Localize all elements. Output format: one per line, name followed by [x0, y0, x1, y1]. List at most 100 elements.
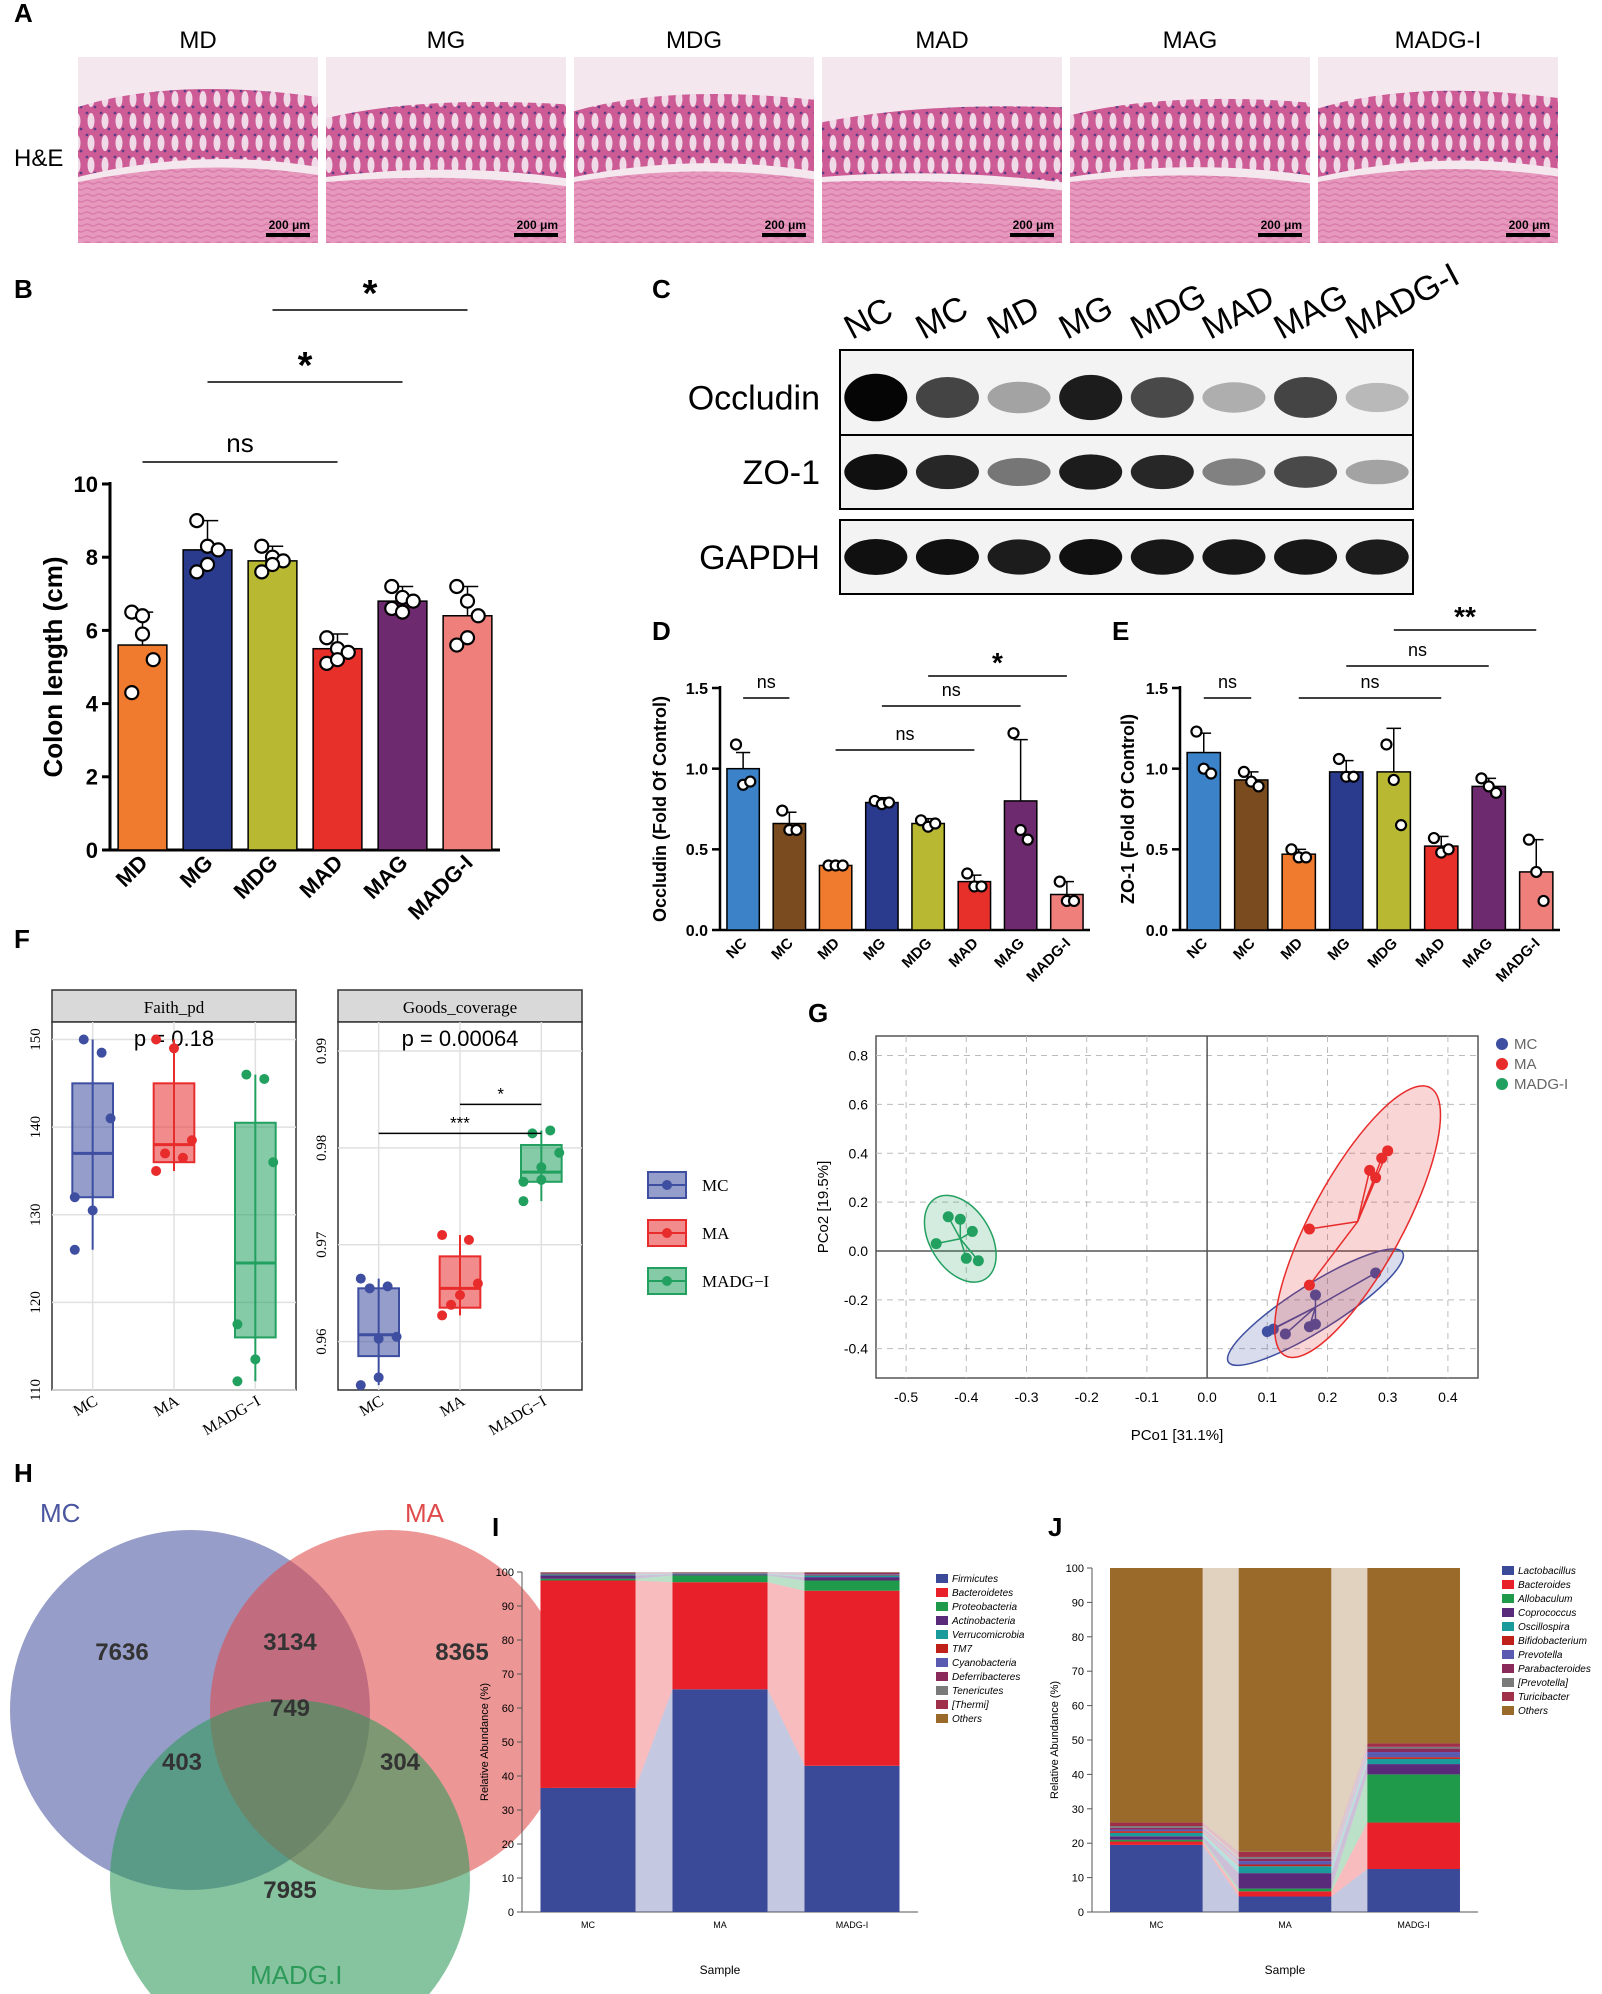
x-tick-label: -0.1 — [1135, 1389, 1159, 1405]
blot-band — [1130, 377, 1194, 418]
legend-key-point — [662, 1228, 672, 1238]
flow-band — [1331, 1752, 1368, 1865]
stack-segment-bifidobacterium — [1238, 1864, 1332, 1867]
centroid-spoke — [1315, 1272, 1377, 1308]
bar-mc — [772, 822, 807, 931]
bar-mdg — [1376, 771, 1412, 931]
muscle-layer — [326, 177, 566, 243]
x-tick-label-nc: NC — [723, 935, 750, 962]
box-point — [554, 1147, 565, 1158]
box-point — [536, 1162, 547, 1173]
panel-label-g: G — [808, 998, 828, 1028]
stack-segment-lactobacillus — [1238, 1896, 1332, 1912]
y-tick-label: 10 — [1072, 1873, 1084, 1885]
panel-label-f: F — [14, 924, 30, 954]
flow-band — [767, 1572, 805, 1574]
panel-j-genus-abundance: 0 10 20 30 40 50 60 70 80 90 100 Relative Abundance… — [1049, 1563, 1591, 1977]
flow-band — [1331, 1743, 1368, 1857]
box-point — [105, 1113, 116, 1124]
legend-swatch — [936, 1588, 948, 1597]
stack-segment-bifidobacterium — [1367, 1757, 1460, 1759]
plot-frame — [875, 1035, 1479, 1379]
pcoa-point — [966, 1225, 978, 1237]
legend-swatch — [1502, 1678, 1514, 1687]
blot-band — [1202, 539, 1266, 575]
centroid-spoke — [1356, 1157, 1383, 1222]
y-tick-label: 10 — [502, 1873, 514, 1885]
flow-band — [767, 1575, 805, 1591]
y-axis-title: Relative Abundance (%) — [479, 1683, 491, 1801]
y-axis-title: Occludin (Fold Of Control) — [650, 696, 670, 922]
blot-band — [1130, 539, 1194, 575]
y-tick-label: 2 — [86, 765, 98, 790]
stack-segment-allobaculum — [1110, 1839, 1203, 1842]
scale-bar-label: 200 μm — [1509, 218, 1550, 232]
stack-segment-actinobacteria — [672, 1574, 768, 1576]
y-tick-label: 0 — [508, 1907, 514, 1919]
blot-band — [1274, 539, 1338, 575]
blot-band — [844, 538, 908, 576]
legend-swatch — [1502, 1650, 1514, 1659]
x-tick-label: MA — [437, 1393, 468, 1421]
mucosa-layer — [574, 93, 814, 177]
pcoa-point — [1382, 1145, 1394, 1157]
data-point — [1299, 851, 1313, 864]
bar-mg — [864, 801, 899, 931]
x-tick-label: MC — [1149, 1920, 1163, 1930]
blot-band — [915, 376, 979, 419]
box-point — [355, 1380, 366, 1391]
y-tick-label: 0.2 — [849, 1194, 869, 1210]
y-tick-label: 0.97 — [314, 1231, 330, 1258]
sig-label: *** — [450, 1113, 470, 1132]
data-point — [1530, 865, 1543, 879]
centroid-spoke — [1309, 1220, 1358, 1230]
y-tick-label: 70 — [502, 1669, 514, 1681]
data-point — [1190, 725, 1203, 738]
p-value: p = 0.00064 — [402, 1026, 519, 1051]
stack-segment-others — [1110, 1568, 1203, 1823]
stack-segment-prevotella — [1238, 1861, 1332, 1865]
y-tick-label: 0.96 — [314, 1328, 330, 1355]
stack-segment-others — [1238, 1568, 1332, 1852]
panel-label-e: E — [1112, 616, 1129, 646]
y-tick-label: 0.4 — [849, 1145, 869, 1161]
row-label-he: H&E — [14, 145, 63, 172]
bar-mc — [1233, 779, 1269, 931]
flow-band — [1202, 1827, 1239, 1862]
scale-bar — [514, 233, 558, 237]
data-point — [1204, 767, 1218, 780]
panel-i-phylum-abundance: 0 10 20 30 40 50 60 70 80 90 100 Relative Abundance… — [479, 1567, 1025, 1977]
data-point — [1014, 823, 1027, 837]
stack-segment-turicibacter — [1367, 1743, 1460, 1747]
box-point — [446, 1299, 457, 1310]
data-point — [1482, 780, 1495, 793]
box-madg−i — [234, 1121, 277, 1339]
panel-b-colon-length-chart: 0 2 4 6 8 10 Colon length (cm) MD MG MDG MAD MAGMAD… — [38, 273, 500, 925]
flow-band — [635, 1573, 673, 1576]
stack-segment-firmicutes — [540, 1787, 636, 1912]
centroid-spoke — [1308, 1221, 1359, 1286]
y-tick-label: 60 — [1072, 1701, 1084, 1713]
muscle-layer — [822, 180, 1062, 243]
x-tick-label-mdg: MDG — [229, 850, 283, 904]
legend-label: Coprococcus — [1518, 1608, 1576, 1619]
data-point — [1252, 780, 1265, 793]
stack-segment-bacteroides — [1238, 1891, 1332, 1897]
stack-segment-parabacteroides — [1238, 1858, 1332, 1862]
x-tick-label-mad: MAD — [295, 850, 348, 903]
stack-segment-proteobacteria — [540, 1578, 636, 1581]
box-point — [250, 1354, 261, 1365]
box-point — [437, 1230, 448, 1241]
legend-swatch — [1502, 1622, 1514, 1631]
x-tick-label: 0.0 — [1197, 1389, 1217, 1405]
y-tick-label: 1.0 — [686, 761, 708, 778]
x-axis-title: PCo1 [31.1%] — [1131, 1427, 1224, 1444]
x-tick-label: MC — [357, 1393, 387, 1420]
data-point — [470, 608, 486, 624]
box-point — [169, 1043, 179, 1054]
box-point — [160, 1148, 171, 1159]
stack-segment-oscillospira — [1367, 1758, 1460, 1765]
legend-label: Lactobacillus — [1518, 1566, 1576, 1577]
lane-label-mg: MG — [1053, 288, 1119, 347]
flow-band — [767, 1573, 805, 1576]
